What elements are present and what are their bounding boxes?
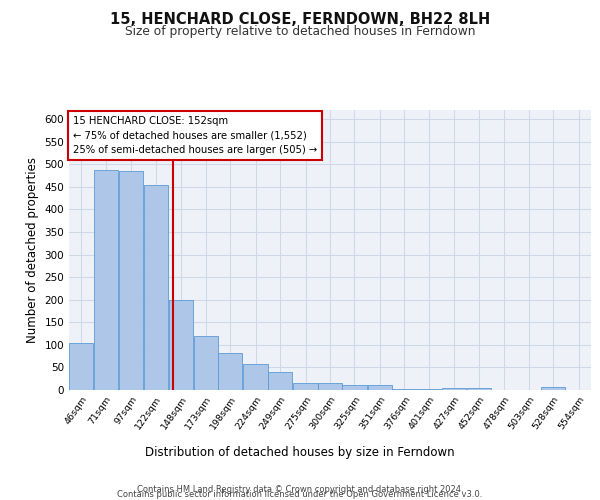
Bar — [244, 364, 268, 390]
Bar — [442, 388, 466, 390]
Bar — [368, 386, 392, 390]
Bar — [318, 383, 342, 390]
Text: 15, HENCHARD CLOSE, FERNDOWN, BH22 8LH: 15, HENCHARD CLOSE, FERNDOWN, BH22 8LH — [110, 12, 490, 28]
Text: Size of property relative to detached houses in Ferndown: Size of property relative to detached ho… — [125, 25, 475, 38]
Bar — [169, 300, 193, 390]
Text: Contains HM Land Registry data © Crown copyright and database right 2024.: Contains HM Land Registry data © Crown c… — [137, 484, 463, 494]
Bar — [293, 383, 317, 390]
Text: Contains public sector information licensed under the Open Government Licence v3: Contains public sector information licen… — [118, 490, 482, 499]
Text: Distribution of detached houses by size in Ferndown: Distribution of detached houses by size … — [145, 446, 455, 459]
Bar — [467, 388, 491, 390]
Bar — [69, 342, 94, 390]
Bar — [218, 352, 242, 390]
Y-axis label: Number of detached properties: Number of detached properties — [26, 157, 39, 343]
Text: 15 HENCHARD CLOSE: 152sqm
← 75% of detached houses are smaller (1,552)
25% of se: 15 HENCHARD CLOSE: 152sqm ← 75% of detac… — [73, 116, 317, 156]
Bar — [143, 186, 168, 390]
Bar — [119, 171, 143, 390]
Bar — [392, 389, 416, 390]
Bar — [343, 386, 367, 390]
Bar — [94, 170, 118, 390]
Bar — [194, 336, 218, 390]
Bar — [417, 389, 441, 390]
Bar — [541, 387, 565, 390]
Bar — [268, 372, 292, 390]
